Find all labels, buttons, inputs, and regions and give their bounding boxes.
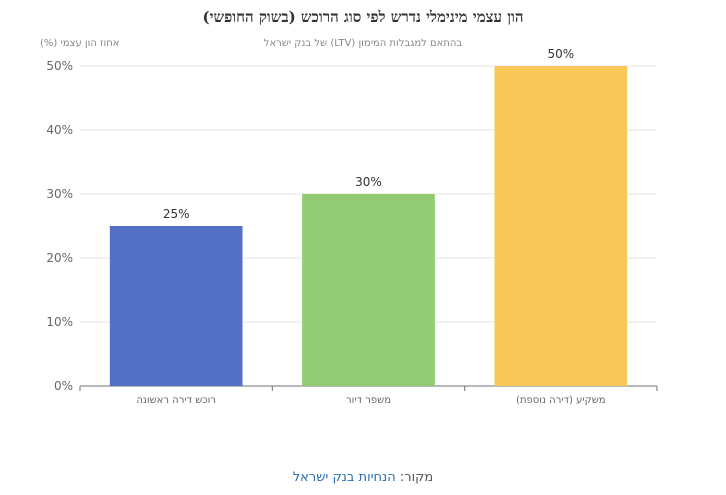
chart-title: הון עצמי מינימלי נדרש לפי סוג הרוכש (בשו…: [202, 8, 524, 26]
bar-value-label: 25%: [163, 207, 190, 221]
bar-value-label: 30%: [355, 175, 382, 189]
source-prefix: מקור:: [395, 470, 434, 485]
x-category-label: רוכש דירה ראשונה: [136, 395, 216, 406]
bar: [109, 226, 243, 386]
bar: [302, 194, 435, 386]
y-tick-label: 30%: [46, 187, 73, 201]
bar-value-label: 50%: [547, 47, 574, 61]
bar: [494, 66, 628, 386]
y-tick-label: 10%: [46, 315, 73, 329]
y-tick-label: 20%: [46, 251, 73, 265]
y-tick-label: 40%: [46, 123, 73, 137]
y-tick-label: 0%: [54, 379, 73, 393]
chart-subtitle: בהתאם למגבלות המימון (LTV) של בנק ישראל: [263, 38, 463, 49]
y-tick-label: 50%: [46, 59, 73, 73]
y-axis-title: אחוז הון עצמי (%): [40, 38, 120, 49]
source-link[interactable]: הנחיות בנק ישראל: [292, 470, 396, 485]
source-line: מקור: הנחיות בנק ישראל: [0, 470, 726, 485]
x-category-label: משפר דיור: [346, 395, 391, 406]
x-category-label: משקיע (דירה נוספת): [516, 395, 606, 406]
